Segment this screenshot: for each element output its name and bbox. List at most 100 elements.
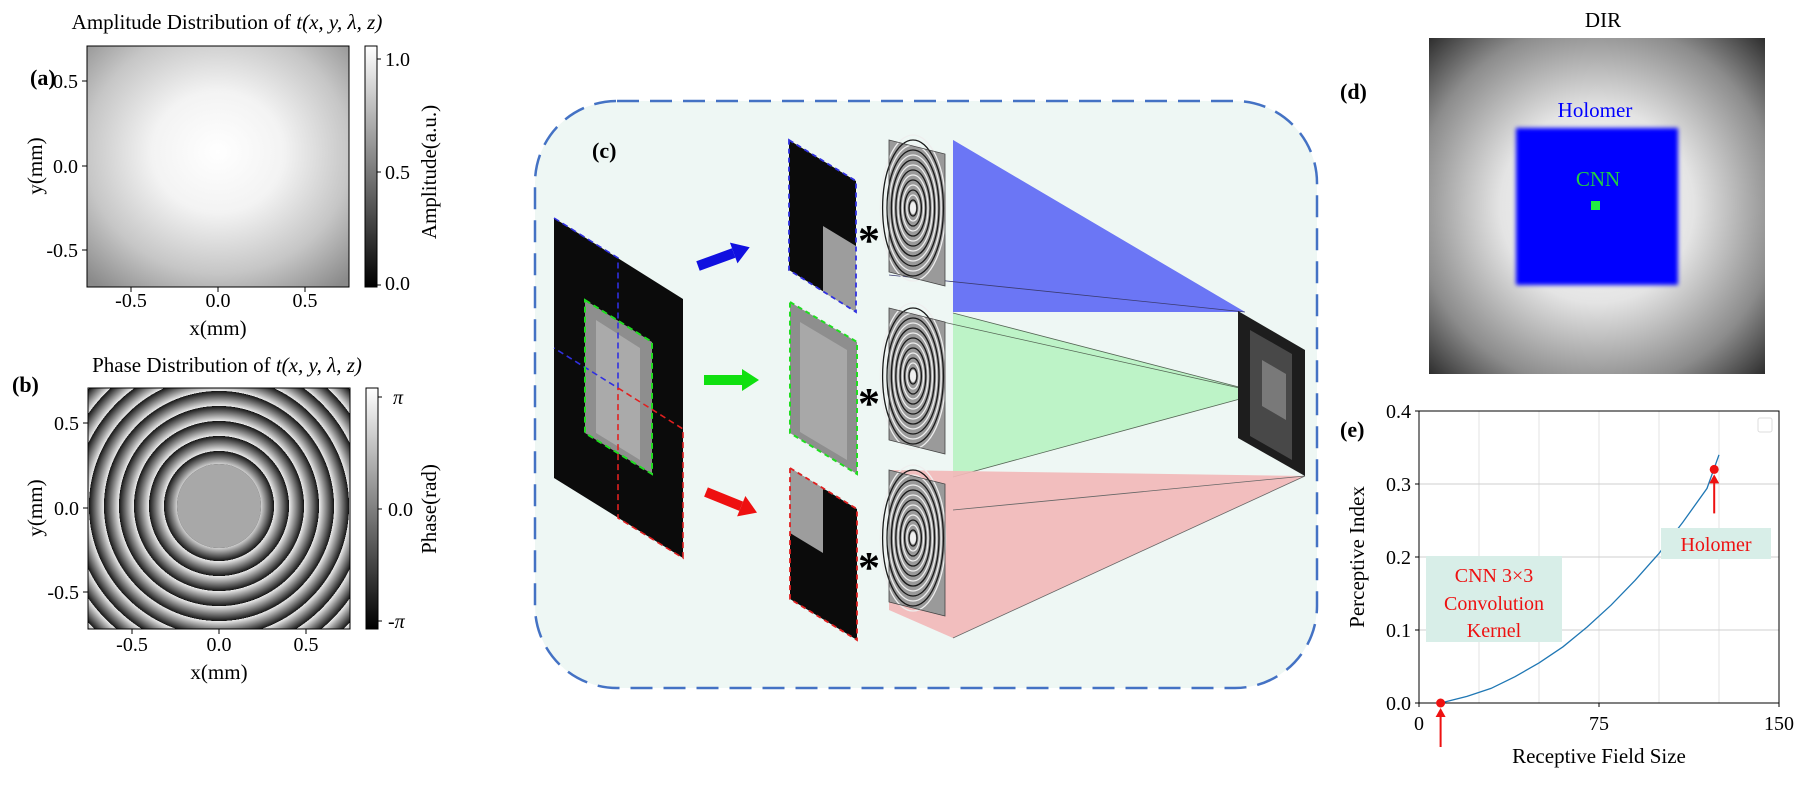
kernel-ring <box>908 367 918 385</box>
arrow-red <box>704 487 757 517</box>
kernel-ring <box>908 199 918 217</box>
annotation-line: Holomer <box>1680 534 1751 556</box>
input-green-window <box>584 298 653 476</box>
kernel-ring <box>903 189 923 227</box>
kernel-ring <box>884 144 942 272</box>
ytick-label: 0.3 <box>1386 474 1411 496</box>
ytick-label: 0.0 <box>53 156 78 178</box>
colorbar-tick-label: π <box>393 387 404 409</box>
fan-blue-upper <box>953 140 1245 312</box>
kernel-edge <box>888 307 946 455</box>
holomer-label: Holomer <box>1558 98 1633 122</box>
convolution-star: * <box>858 216 880 265</box>
arrow-green <box>704 369 759 391</box>
chart-point <box>1436 698 1446 708</box>
kernel-ring <box>899 347 927 405</box>
fan-green-edge <box>952 312 1263 394</box>
kernel-ring <box>879 464 947 612</box>
chart-point <box>1709 464 1719 474</box>
panel-d-title: DIR <box>1585 8 1621 32</box>
phase-colorbar <box>365 387 379 630</box>
colorbar-tick-label: 0.5 <box>385 162 410 184</box>
kernel-ring <box>906 362 920 390</box>
kernel-ring <box>897 174 929 242</box>
chart-ylabel: Perceptive Index <box>1345 486 1369 628</box>
panel-b-colorbar-label: Phase(rad) <box>417 464 441 554</box>
chart-annotation-holomer: Holomer <box>1661 528 1771 559</box>
panel-a-colorbar-label: Amplitude(a.u.) <box>417 105 441 239</box>
colorbar-tick-label: 0.0 <box>388 499 413 521</box>
amplitude-colorbar-ticks: 1.0 0.5 0.0 <box>377 49 410 295</box>
ytick-label: 0.4 <box>1386 401 1411 423</box>
chart-xlabel: Receptive Field Size <box>1512 744 1686 768</box>
panel-c: (c) <box>533 99 1319 690</box>
panel-b-xticks: -0.5 0.0 0.5 <box>116 629 319 656</box>
fan-green-edge <box>888 309 1263 394</box>
branch-arrows <box>696 242 759 517</box>
colorbar-tick-label: -π <box>388 611 406 633</box>
ytick-label: 0.0 <box>1386 693 1411 715</box>
kernel-green <box>879 302 947 455</box>
kernel-ring <box>901 352 925 400</box>
amplitude-colorbar <box>364 45 378 288</box>
kernel-ring <box>908 529 918 547</box>
panel-a-yticks: 0.5 0.0 -0.5 <box>46 71 87 262</box>
colorbar-tick-label: 1.0 <box>385 49 410 71</box>
panel-b: (b) Phase Distribution of t(x, y, λ, z) … <box>12 353 441 684</box>
kernel-red <box>879 464 947 617</box>
xtick-label: 150 <box>1764 713 1794 735</box>
ytick-label: 0.0 <box>54 498 79 520</box>
xtick-label: 0.0 <box>206 290 231 312</box>
panel-b-title: Phase Distribution of t(x, y, λ, z) <box>92 353 362 377</box>
panel-a-label: (a) <box>30 65 56 90</box>
annotation-line: Kernel <box>1467 620 1522 642</box>
chart-arrow-head <box>1709 474 1720 484</box>
kernel-ring <box>906 194 920 222</box>
phase-map <box>88 388 350 629</box>
kernel-ring <box>886 317 940 435</box>
ytick-label: -0.5 <box>47 582 79 604</box>
xtick-label: 0.5 <box>293 290 318 312</box>
kernel-ring <box>879 302 947 450</box>
panel-e: (e) 0 75 150 0.0 0.1 0.2 0.3 0.4 CNN 3×3 Convo… <box>1340 401 1794 768</box>
kernel-ring <box>895 337 931 415</box>
chart-legend-box <box>1757 417 1773 433</box>
input-field-image <box>553 217 684 560</box>
kernel-edge <box>888 139 946 287</box>
phase-center <box>177 464 261 548</box>
xtick-label: -0.5 <box>116 634 148 656</box>
kernel-ring <box>881 139 945 277</box>
ytick-label: -0.5 <box>46 240 78 262</box>
fan-green <box>953 313 1262 477</box>
kernel-ring <box>886 479 940 597</box>
convolution-star: * <box>858 543 880 592</box>
patch-green <box>789 300 858 476</box>
kernel-ring <box>906 524 920 552</box>
panel-b-xlabel: x(mm) <box>190 660 247 684</box>
kernel-ring <box>890 489 936 587</box>
patch-blue <box>788 138 857 314</box>
kernel-ring <box>881 469 945 607</box>
fan-green-edge <box>952 392 1263 478</box>
kernel-ring <box>899 179 927 237</box>
kernel-ring <box>884 474 942 602</box>
xtick-label: 0 <box>1414 713 1424 735</box>
xtick-label: 75 <box>1589 713 1609 735</box>
panel-a-ylabel: y(mm) <box>23 137 47 194</box>
chart-yticks: 0.0 0.1 0.2 0.3 0.4 <box>1386 401 1419 715</box>
kernel-ring <box>881 307 945 445</box>
panel-b-yticks: 0.5 0.0 -0.5 <box>47 413 88 604</box>
kernel-blue <box>879 134 947 287</box>
kernel-ring <box>901 184 925 232</box>
kernel-ring <box>890 327 936 425</box>
kernel-edge <box>888 469 946 617</box>
xtick-label: 0.0 <box>207 634 232 656</box>
xtick-label: -0.5 <box>115 290 147 312</box>
phase-colorbar-ticks: π 0.0 -π <box>378 387 413 633</box>
annotation-line: Convolution <box>1444 593 1544 615</box>
ytick-label: 0.5 <box>54 413 79 435</box>
kernel-center <box>910 370 916 382</box>
convolution-star: * <box>858 379 880 428</box>
kernel-ring <box>901 514 925 562</box>
panel-d-label: (d) <box>1340 79 1367 104</box>
